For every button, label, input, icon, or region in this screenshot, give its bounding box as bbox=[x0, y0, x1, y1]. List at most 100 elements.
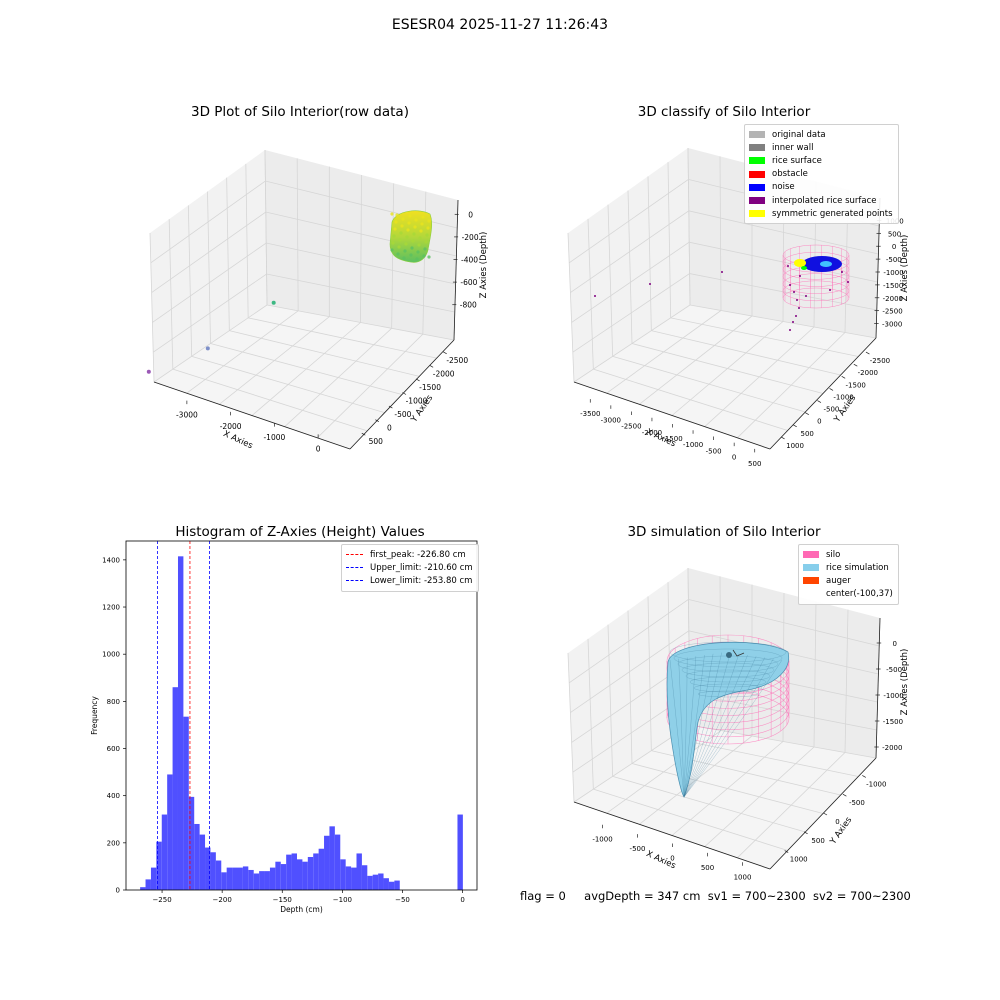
grid-line bbox=[152, 242, 456, 323]
y-axis-tick-label: 1000 bbox=[786, 442, 804, 450]
cluster-point bbox=[420, 222, 424, 226]
cluster-point bbox=[406, 228, 410, 232]
grid-line bbox=[266, 304, 455, 341]
y-axis-tick bbox=[862, 775, 866, 778]
panel4-title: 3D simulation of Silo Interior bbox=[627, 524, 821, 540]
cluster-point bbox=[410, 246, 414, 250]
interpolated-point bbox=[805, 295, 807, 297]
y-axis-tick bbox=[853, 363, 858, 367]
grid-line bbox=[844, 609, 849, 753]
histogram-bar bbox=[296, 859, 303, 890]
surface-mesh-ring bbox=[697, 690, 759, 698]
histogram-bar bbox=[318, 848, 325, 890]
histogram-bar bbox=[156, 841, 162, 890]
plot-frame bbox=[125, 540, 478, 891]
grid-line bbox=[570, 630, 879, 713]
cluster-point bbox=[391, 241, 395, 245]
rice-surface-points bbox=[801, 266, 807, 270]
cluster-point bbox=[395, 213, 399, 217]
legend-item: first_peak: -226.80 cm bbox=[346, 548, 473, 561]
histogram-bar bbox=[280, 864, 287, 890]
z-axis-tick-label: -500 bbox=[886, 666, 902, 674]
left-pane bbox=[568, 568, 690, 802]
surface-mesh-line bbox=[683, 652, 731, 798]
y-axis-tick-label: -2500 bbox=[446, 356, 468, 365]
grid-line bbox=[168, 219, 174, 370]
histogram-bar bbox=[150, 867, 157, 890]
z-axis-tick-label: -600 bbox=[460, 278, 477, 287]
surface-mesh-ring bbox=[673, 648, 783, 668]
simulation-3d-plot: -1000 -500 0 500 1000 1000 500 0 -500 -1000 0 -500 -… bbox=[567, 567, 910, 881]
grid-line bbox=[207, 191, 211, 344]
z-axis-tick-label: -2500 bbox=[882, 308, 902, 316]
y-axis-tick bbox=[388, 405, 393, 409]
histogram-bar bbox=[177, 556, 184, 890]
grid-line bbox=[737, 752, 846, 859]
grid-line bbox=[737, 332, 846, 439]
x-axis-tick-label: -1500 bbox=[662, 435, 682, 443]
y-axis-tick bbox=[429, 365, 434, 368]
z-axis-line bbox=[453, 199, 459, 341]
cluster-point bbox=[413, 225, 417, 229]
grid-line bbox=[317, 333, 424, 439]
grid-line bbox=[296, 158, 299, 311]
legend-item: original data bbox=[749, 128, 893, 141]
x-axis-tick-label: 0 bbox=[732, 454, 736, 462]
scatter-point bbox=[271, 300, 276, 305]
interpolated-point bbox=[798, 307, 800, 309]
histogram-bar bbox=[345, 866, 352, 890]
z-axis-tick-label: -500 bbox=[886, 256, 902, 264]
y-axis-tick-label: -1500 bbox=[419, 383, 441, 392]
z-axis-tick-label: -1000 bbox=[883, 269, 903, 277]
x-axis-tick-label: -500 bbox=[630, 845, 646, 853]
histogram-bar bbox=[140, 887, 146, 890]
histogram-bar bbox=[161, 814, 168, 890]
histogram-bar bbox=[372, 874, 379, 890]
grid-line bbox=[607, 204, 614, 357]
y-tick-label: 400 bbox=[107, 792, 120, 800]
cluster-point bbox=[412, 232, 416, 236]
cluster-point bbox=[390, 248, 394, 252]
legend-label: rice simulation bbox=[826, 562, 889, 573]
x-tick-label: −50 bbox=[395, 896, 410, 904]
legend-label: noise bbox=[772, 182, 795, 193]
histogram-bar bbox=[221, 872, 227, 890]
z-axis-tick-label: -2000 bbox=[882, 744, 902, 752]
legend-label: interpolated rice surface bbox=[772, 195, 877, 206]
histogram-bar bbox=[199, 834, 206, 890]
histogram-bar bbox=[361, 865, 368, 890]
x-axis-line bbox=[573, 381, 771, 450]
z-axis-tick-label: -400 bbox=[461, 256, 478, 265]
grid-line bbox=[627, 610, 633, 764]
grid-line bbox=[567, 232, 575, 383]
z-axis-tick-label: -800 bbox=[460, 301, 477, 310]
y-axis-tick bbox=[841, 376, 846, 379]
z-axis-tick-label: -3000 bbox=[882, 321, 902, 329]
x-axis-tick-label: -2500 bbox=[621, 423, 641, 431]
floor-pane bbox=[154, 305, 454, 449]
grid-line bbox=[607, 624, 614, 777]
x-axis-label: Depth (cm) bbox=[280, 905, 323, 914]
legend-swatch bbox=[749, 183, 765, 191]
y-axis-tick bbox=[865, 351, 870, 355]
interpolated-point bbox=[795, 315, 797, 317]
cluster-point bbox=[409, 253, 413, 257]
y-axis-tick bbox=[402, 392, 407, 395]
y-axis-tick-label: -1000 bbox=[866, 780, 886, 788]
legend-swatch bbox=[803, 564, 819, 572]
histogram-bar bbox=[367, 875, 373, 890]
sv2-text: sv2 = 700~2300 bbox=[812, 889, 911, 903]
histogram-bar bbox=[259, 871, 265, 890]
histogram-bar bbox=[394, 880, 400, 890]
y-axis-tick bbox=[805, 412, 809, 415]
cluster-point bbox=[394, 220, 398, 224]
grid-line bbox=[245, 163, 249, 318]
y-axis-tick-label: 0 bbox=[817, 418, 821, 426]
surface-mesh-line bbox=[683, 653, 740, 798]
y-tick-label: 200 bbox=[107, 839, 120, 847]
legend-swatch bbox=[749, 210, 765, 218]
x-axis-tick-label: 0 bbox=[316, 444, 321, 453]
grid-line bbox=[689, 304, 877, 339]
grid-line bbox=[150, 180, 458, 264]
histogram-bar bbox=[232, 867, 238, 890]
